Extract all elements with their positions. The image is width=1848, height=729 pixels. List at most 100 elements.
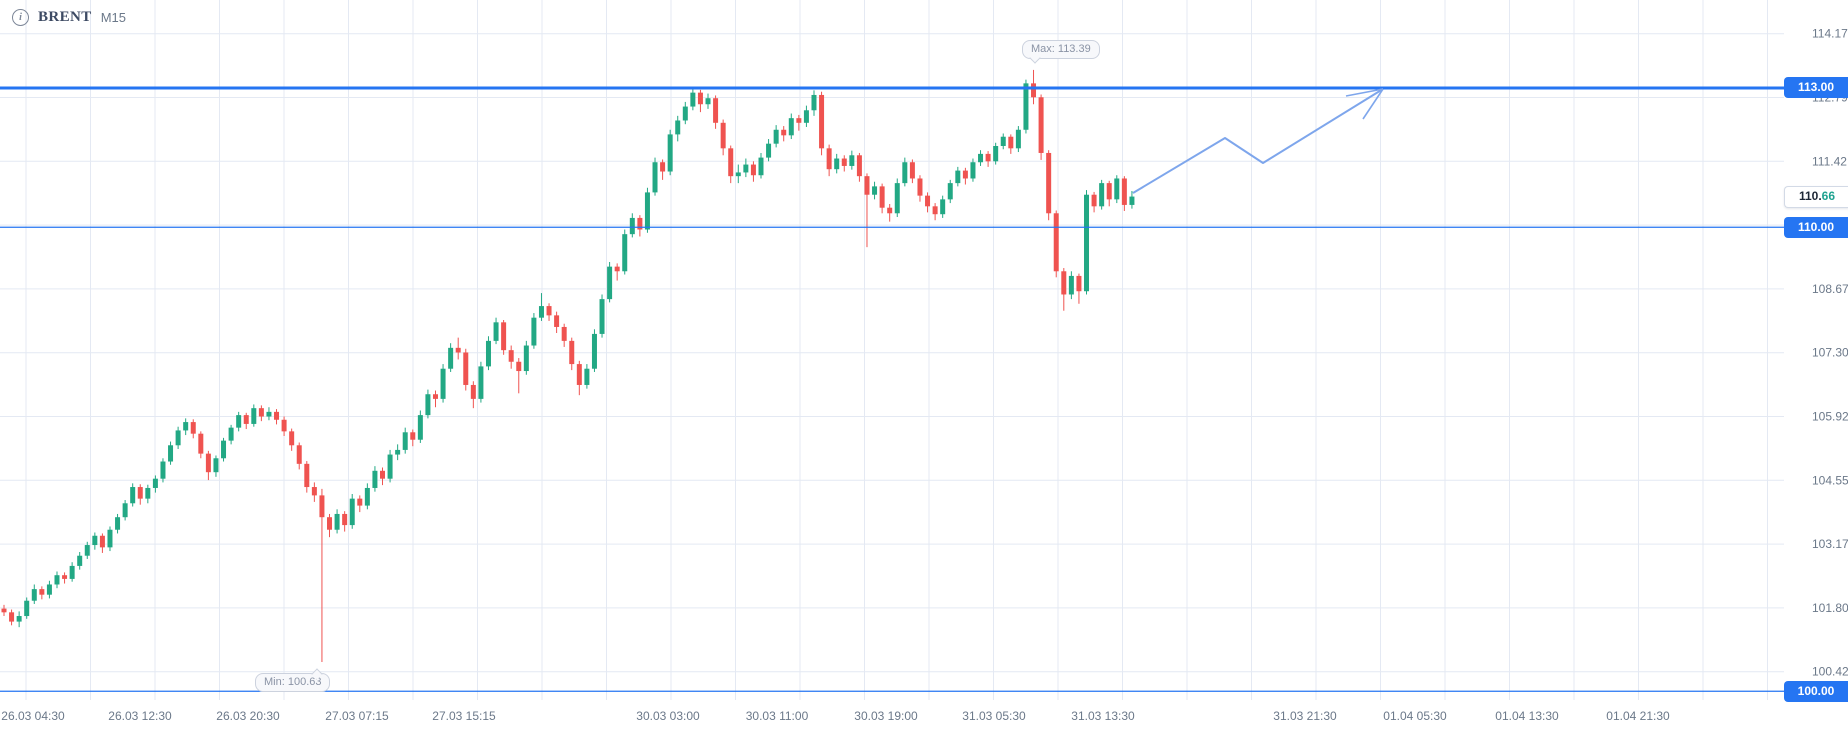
candle bbox=[713, 95, 719, 129]
candle bbox=[1076, 273, 1082, 304]
candle bbox=[9, 609, 15, 626]
candle bbox=[364, 483, 370, 510]
time-tick-label: 01.04 05:30 bbox=[1383, 709, 1447, 723]
candle bbox=[796, 114, 802, 131]
price-tick-label: 108.67 bbox=[1812, 282, 1848, 296]
price-tick-label: 107.30 bbox=[1812, 346, 1848, 360]
candle bbox=[819, 91, 825, 156]
candle bbox=[637, 215, 643, 237]
candle bbox=[311, 482, 317, 502]
candle bbox=[962, 167, 968, 185]
candle bbox=[183, 418, 189, 436]
candle bbox=[1084, 190, 1090, 295]
candle bbox=[470, 381, 476, 409]
candle bbox=[243, 412, 249, 430]
price-level-badge-113: 113.00 bbox=[1784, 77, 1848, 98]
candle bbox=[690, 88, 696, 111]
candles bbox=[1, 69, 1135, 662]
candle bbox=[932, 203, 938, 221]
candle bbox=[213, 455, 219, 477]
time-tick-label: 30.03 19:00 bbox=[854, 709, 918, 723]
candle bbox=[887, 204, 893, 222]
candle bbox=[1061, 268, 1067, 311]
candle bbox=[675, 115, 681, 142]
candle bbox=[84, 541, 90, 559]
max-price-tooltip: Max: 113.39 bbox=[1022, 40, 1100, 64]
candle bbox=[925, 192, 931, 213]
price-levels bbox=[0, 86, 1784, 692]
time-axis[interactable]: 26.03 04:30 26.03 12:30 26.03 20:30 27.03 0… bbox=[1, 709, 1670, 723]
candle bbox=[622, 229, 628, 275]
candle bbox=[1008, 134, 1014, 154]
candle bbox=[743, 158, 749, 178]
min-price-tooltip: Min: 100.63 bbox=[255, 668, 331, 692]
candle bbox=[1091, 191, 1097, 213]
time-tick-label: 30.03 11:00 bbox=[746, 709, 809, 723]
price-tick-label: 103.17 bbox=[1812, 537, 1848, 551]
candle bbox=[122, 500, 128, 521]
price-axis[interactable]: 114.17 111.42 108.67 107.30 105.92 104.55 103.… bbox=[1812, 27, 1848, 679]
candle bbox=[152, 475, 158, 493]
candle bbox=[508, 345, 514, 369]
price-tick-label: 111.42 bbox=[1812, 154, 1847, 168]
candle bbox=[395, 444, 401, 461]
candle bbox=[523, 340, 529, 375]
candle bbox=[274, 409, 280, 425]
candle bbox=[1129, 191, 1135, 209]
candle bbox=[372, 466, 378, 492]
candle bbox=[607, 262, 613, 303]
candle bbox=[894, 178, 900, 217]
candle bbox=[145, 484, 151, 504]
projection-arrow[interactable] bbox=[1132, 88, 1384, 194]
candle bbox=[614, 263, 620, 281]
candle bbox=[864, 173, 870, 248]
max-price-label: Max: 113.39 bbox=[1031, 43, 1091, 55]
candle bbox=[485, 336, 491, 371]
candle bbox=[130, 483, 136, 507]
candle bbox=[599, 294, 605, 338]
candle bbox=[327, 513, 333, 538]
candle bbox=[1121, 176, 1127, 211]
candle bbox=[1053, 210, 1059, 278]
candle bbox=[289, 428, 295, 451]
candle bbox=[955, 166, 961, 187]
chart-header: i BRENT M15 bbox=[12, 9, 126, 26]
time-tick-label: 31.03 05:30 bbox=[962, 709, 1026, 723]
candle bbox=[872, 181, 878, 200]
time-tick-label: 26.03 04:30 bbox=[1, 709, 65, 723]
candle bbox=[440, 364, 446, 403]
candle bbox=[168, 441, 174, 465]
candle bbox=[1106, 180, 1112, 207]
candle bbox=[228, 424, 234, 445]
candle bbox=[902, 157, 908, 187]
candle bbox=[849, 150, 855, 170]
timeframe-label[interactable]: M15 bbox=[100, 10, 126, 25]
time-tick-label: 31.03 21:30 bbox=[1273, 709, 1337, 723]
candle bbox=[516, 358, 522, 394]
candle bbox=[561, 323, 567, 347]
candle bbox=[697, 89, 703, 113]
candle bbox=[1000, 133, 1006, 150]
candle bbox=[107, 526, 113, 552]
candle bbox=[493, 317, 499, 345]
candle bbox=[591, 329, 597, 372]
candle bbox=[417, 410, 423, 443]
candle bbox=[750, 161, 756, 182]
candle bbox=[432, 390, 438, 408]
candle bbox=[1099, 179, 1105, 210]
candle bbox=[221, 437, 227, 462]
candle bbox=[856, 152, 862, 182]
candle bbox=[584, 364, 590, 389]
candle bbox=[781, 126, 787, 142]
candle bbox=[720, 119, 726, 156]
last-price-prefix: 110. bbox=[1798, 189, 1822, 203]
candle bbox=[190, 419, 196, 439]
candle bbox=[137, 484, 143, 505]
info-icon[interactable]: i bbox=[12, 9, 29, 26]
candle bbox=[978, 150, 984, 166]
candle bbox=[554, 311, 560, 333]
candle bbox=[425, 389, 431, 419]
grid bbox=[0, 0, 1784, 700]
candle bbox=[576, 360, 582, 396]
